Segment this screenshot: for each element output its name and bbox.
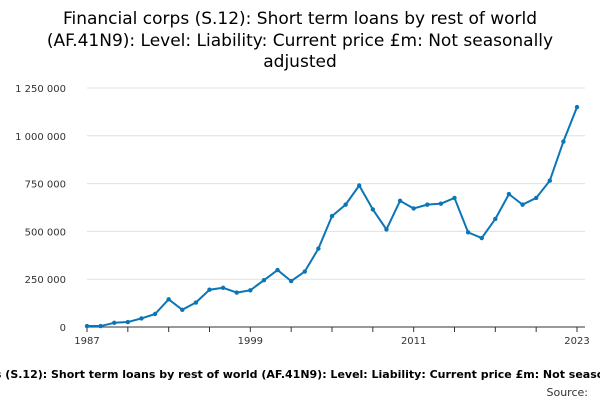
data-point[interactable]: [411, 206, 416, 211]
data-point[interactable]: [302, 269, 307, 274]
x-tick-label: 2011: [401, 336, 426, 347]
data-point[interactable]: [180, 307, 185, 312]
y-tick-label: 0: [60, 323, 66, 334]
x-tick-label: 1987: [74, 336, 99, 347]
x-axis: 1987 1999 2011 2023: [74, 326, 590, 347]
data-point[interactable]: [84, 323, 90, 329]
data-point[interactable]: [343, 202, 348, 207]
data-point[interactable]: [465, 230, 471, 235]
legend-entry: Financial corps (S.12): Short term loans…: [0, 368, 600, 381]
data-point[interactable]: [520, 202, 525, 207]
grid-lines: [87, 87, 585, 280]
data-point[interactable]: [425, 202, 430, 207]
data-point[interactable]: [384, 227, 389, 232]
chart-title-line-3: adjusted: [263, 52, 336, 72]
data-point[interactable]: [438, 201, 444, 206]
chart-title-line-1: Financial corps (S.12): Short term loans…: [63, 9, 537, 29]
y-axis: 0 250 000 500 000 750 000 1 000 000 1 250 000: [15, 84, 66, 334]
data-point[interactable]: [248, 288, 253, 293]
data-point[interactable]: [533, 195, 539, 201]
data-point[interactable]: [152, 311, 158, 317]
data-point[interactable]: [452, 195, 457, 201]
data-point[interactable]: [112, 320, 117, 325]
data-point[interactable]: [207, 287, 212, 292]
data-point[interactable]: [193, 300, 199, 305]
y-tick-label: 250 000: [25, 275, 66, 286]
data-point[interactable]: [234, 290, 239, 295]
chart-title-line-2: (AF.41N9): Level: Liability: Current pri…: [47, 31, 553, 51]
data-point[interactable]: [98, 323, 103, 329]
data-point[interactable]: [125, 319, 131, 325]
source-label: Source:: [547, 386, 589, 399]
y-tick-label: 1 000 000: [15, 132, 66, 143]
data-point[interactable]: [547, 178, 552, 183]
data-point[interactable]: [506, 191, 512, 197]
data-point[interactable]: [479, 235, 484, 241]
data-point[interactable]: [574, 104, 580, 110]
data-point[interactable]: [493, 216, 498, 222]
data-point[interactable]: [329, 213, 335, 219]
data-point[interactable]: [220, 285, 226, 291]
data-point[interactable]: [166, 297, 171, 302]
data-point[interactable]: [261, 277, 267, 283]
data-point[interactable]: [561, 139, 566, 144]
data-point[interactable]: [316, 246, 321, 251]
data-point[interactable]: [397, 198, 403, 204]
series-group: [84, 104, 580, 329]
data-point[interactable]: [288, 278, 294, 284]
data-point[interactable]: [357, 183, 362, 188]
data-point[interactable]: [275, 267, 280, 273]
y-tick-label: 750 000: [25, 180, 66, 191]
y-tick-label: 1 250 000: [15, 84, 66, 95]
x-tick-label: 2023: [564, 336, 589, 347]
x-tick-label: 1999: [238, 336, 263, 347]
data-point[interactable]: [370, 207, 376, 212]
y-tick-label: 500 000: [25, 227, 66, 238]
data-point[interactable]: [139, 316, 144, 321]
